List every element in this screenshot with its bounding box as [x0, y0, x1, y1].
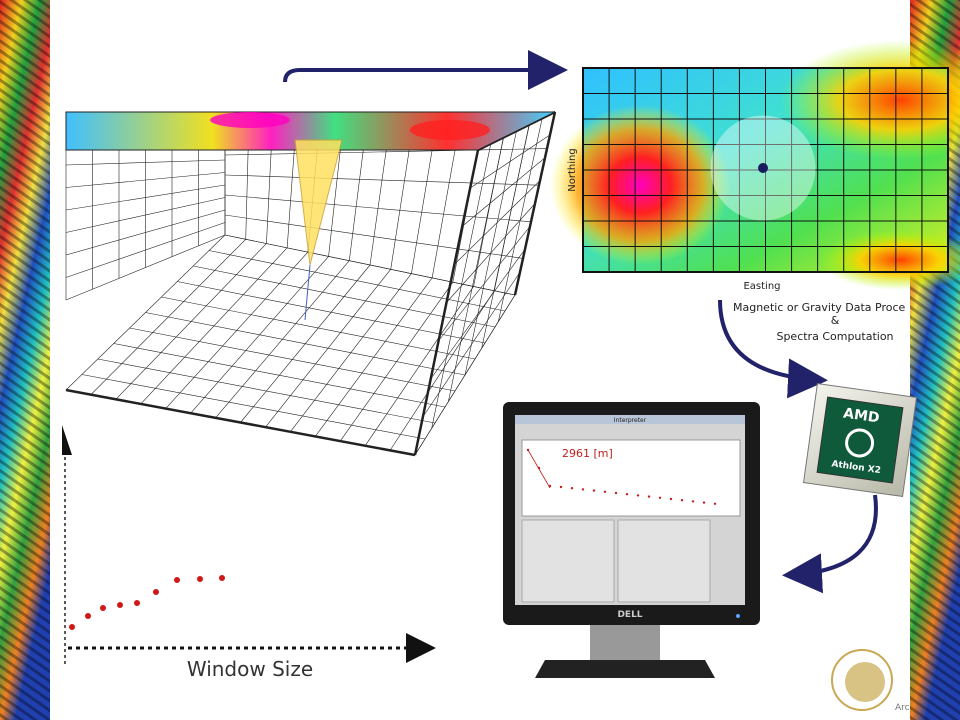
screen-dot [603, 490, 607, 493]
grid-line [129, 327, 456, 392]
process-text: Magnetic or Gravity Data Proce [733, 301, 906, 314]
panel [521, 519, 615, 603]
flow-arrow [283, 50, 568, 90]
grid-line [422, 271, 521, 418]
grid-line [97, 358, 436, 424]
grid-line [245, 133, 249, 240]
sketch-dot [174, 577, 180, 583]
screen-dot [713, 502, 717, 505]
screen-dot [537, 466, 541, 470]
box-edge [65, 388, 416, 457]
depth-label: 2961 [m] [562, 447, 613, 460]
screen-dot [691, 500, 695, 503]
sketch-dot [100, 605, 106, 611]
grid-line [430, 249, 526, 379]
grid-line [65, 234, 226, 301]
grid-line [113, 343, 446, 408]
sketch-dot [219, 575, 225, 581]
grid-line [224, 214, 524, 259]
grid-line [438, 226, 531, 341]
sketch-dot [134, 600, 140, 606]
side-texture [0, 0, 50, 720]
logo-globe [845, 662, 885, 702]
screen-dot [658, 496, 662, 499]
grid-line [65, 209, 226, 256]
screen-dot [570, 487, 574, 490]
screen-dot [581, 488, 585, 491]
monitor: Interpreter 2961 [m] DELL [503, 402, 760, 678]
monitor-brand: DELL [617, 610, 642, 620]
box-edge [413, 149, 480, 456]
logo-text: Arc [895, 703, 910, 713]
screen-dot [548, 484, 552, 488]
grid-line [224, 234, 516, 296]
window-center [758, 163, 768, 173]
plot-area [521, 439, 741, 517]
x-label: Easting [743, 281, 780, 292]
grid-line [462, 157, 546, 227]
title-bar [515, 415, 745, 424]
grid-line [469, 134, 551, 189]
chip-logo [845, 428, 875, 458]
map-frame [582, 67, 949, 273]
sketch-dot [69, 624, 75, 630]
screen-dot [669, 497, 673, 501]
map-panel: Northing Easting [550, 40, 960, 292]
axis-arrowhead [62, 425, 72, 455]
grid-line [161, 296, 476, 360]
logo-ring [831, 649, 893, 711]
grid-line [65, 172, 226, 188]
sketch-dot [197, 576, 203, 582]
grid-line [145, 312, 466, 376]
screen-dot [636, 494, 640, 497]
grid-line [193, 265, 496, 328]
grid-line [65, 159, 226, 166]
grid-line [65, 184, 226, 211]
screen-dot [614, 491, 618, 495]
screen-dot [526, 448, 530, 452]
anomaly [210, 112, 290, 128]
process-text: & [831, 314, 840, 327]
grid-line [65, 222, 226, 278]
grid-line [81, 374, 426, 440]
grid-line [224, 148, 548, 156]
screen-dot [592, 489, 596, 492]
screen-dot [559, 485, 563, 489]
grid-line [209, 250, 506, 312]
screen-dot [680, 499, 684, 502]
source-cone [294, 139, 343, 266]
monitor-base [535, 660, 715, 678]
panel [617, 519, 711, 603]
grid-line [454, 180, 541, 265]
screen-dot [702, 501, 706, 504]
sketch-dot [85, 613, 91, 619]
screen-dot [647, 495, 651, 498]
x-axis-label: Window Size [187, 657, 313, 681]
grid-line [224, 174, 540, 186]
depth-line [304, 264, 311, 321]
cpu-brand: AMD [842, 406, 880, 427]
window-title: Interpreter [614, 417, 647, 424]
flow-arrow [718, 299, 828, 399]
box-edge [513, 111, 557, 296]
flow-arrow [782, 494, 878, 594]
power-led [736, 614, 740, 618]
sketch-dot [117, 602, 123, 608]
map-anomaly [820, 230, 960, 290]
grid-line [446, 203, 536, 303]
sketch-dot [153, 589, 159, 595]
chip-die [816, 396, 904, 484]
monitor-neck [590, 620, 660, 660]
screen-dot [625, 493, 629, 496]
grid-line [177, 281, 486, 344]
grid-line [65, 197, 226, 233]
anomaly [410, 120, 490, 140]
y-label: Northing [567, 148, 578, 191]
cpu-chip: AMD Athlon X2 [802, 382, 918, 498]
process-text: Spectra Computation [776, 330, 893, 343]
grid-line [224, 194, 532, 223]
